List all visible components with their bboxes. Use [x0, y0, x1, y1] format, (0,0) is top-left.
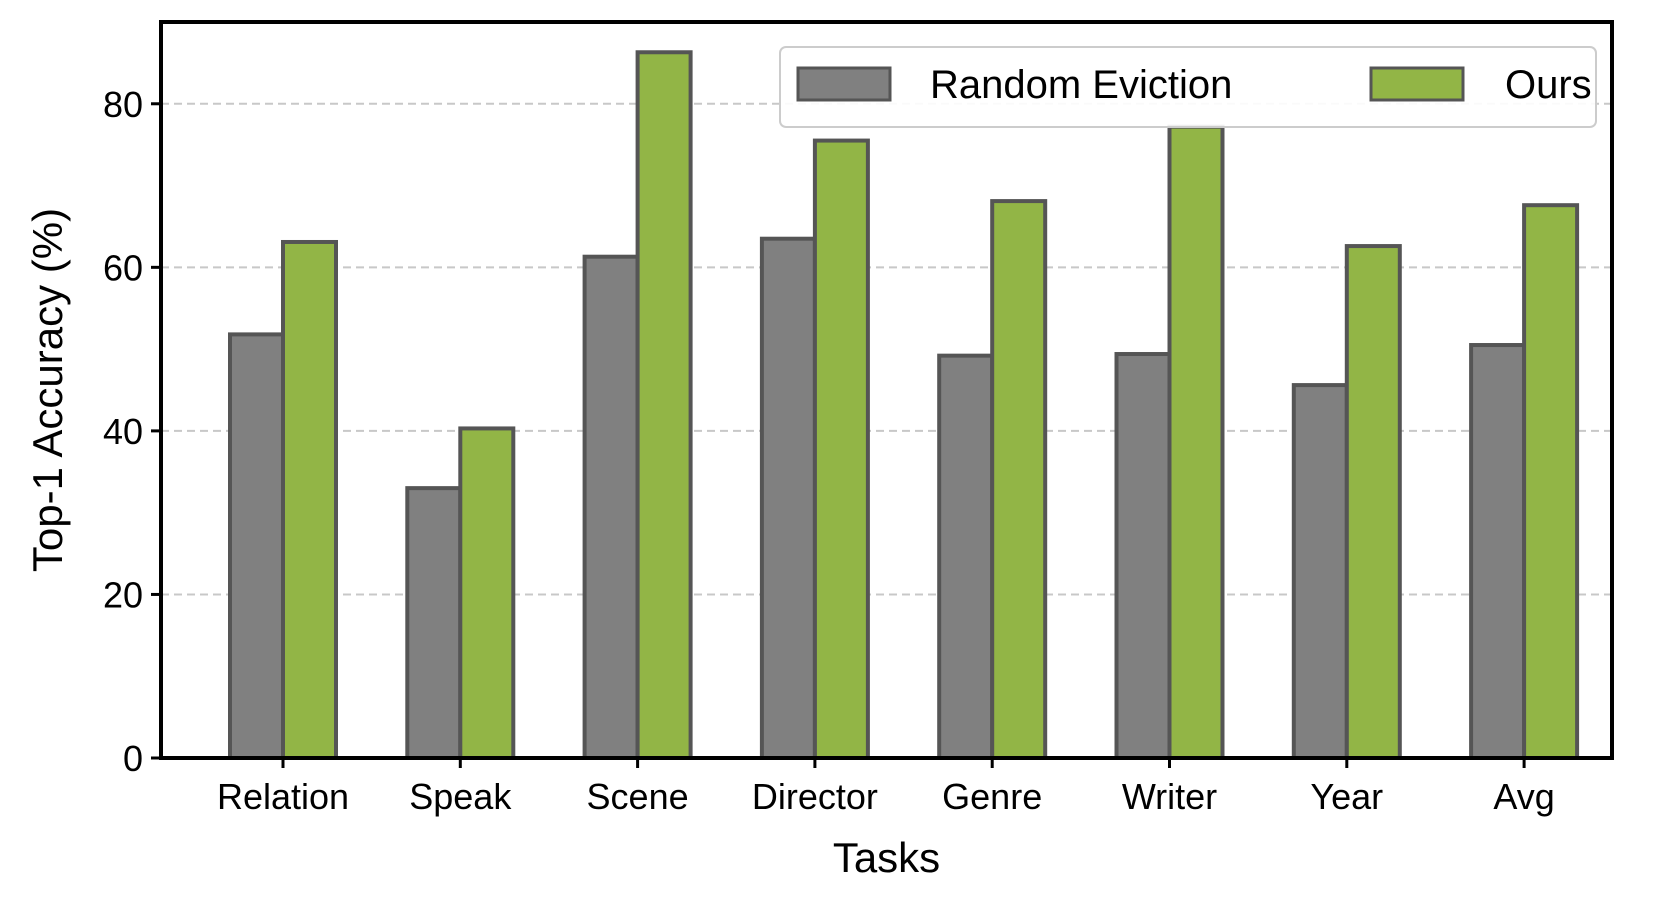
bars-layer — [228, 50, 1580, 761]
bar-random-eviction-genre — [937, 353, 995, 760]
y-axis-label: Top-1 Accuracy (%) — [24, 208, 71, 572]
y-tick-label-0: 0 — [123, 738, 143, 779]
bar-random-eviction-speak — [405, 486, 463, 760]
y-tick-label-60: 60 — [103, 247, 143, 288]
bar-random-eviction-writer — [1114, 352, 1172, 760]
y-tick-label-80: 80 — [103, 84, 143, 125]
x-axis-label: Tasks — [833, 834, 940, 881]
legend: Random Eviction Ours — [779, 46, 1597, 128]
x-tick-label-scene: Scene — [587, 776, 689, 817]
bar-random-eviction-year — [1291, 383, 1349, 760]
x-tick-label-avg: Avg — [1493, 776, 1554, 817]
bar-ours-director — [812, 138, 870, 761]
bar-random-eviction-avg — [1469, 343, 1527, 760]
legend-label-random-eviction: Random Eviction — [930, 63, 1232, 107]
legend-swatch-ours — [1369, 66, 1465, 102]
bar-ours-genre — [990, 199, 1048, 761]
x-tick-label-writer: Writer — [1122, 776, 1217, 817]
x-tick-label-relation: Relation — [217, 776, 349, 817]
bar-ours-speak — [458, 426, 516, 760]
y-tick-label-40: 40 — [103, 411, 143, 452]
bar-ours-scene — [635, 50, 693, 761]
ticks-layer: 0 20 40 60 80 Relation Speak Scene Director Genre… — [103, 84, 1555, 817]
bar-ours-relation — [281, 239, 338, 760]
bar-random-eviction-scene — [582, 254, 640, 760]
y-tick-label-20: 20 — [103, 574, 143, 615]
bar-ours-writer — [1167, 124, 1225, 761]
x-tick-label-speak: Speak — [409, 776, 512, 817]
x-tick-label-director: Director — [752, 776, 878, 817]
bar-random-eviction-director — [759, 236, 817, 760]
legend-label-ours: Ours — [1505, 63, 1592, 107]
x-tick-label-year: Year — [1310, 776, 1383, 817]
x-tick-label-genre: Genre — [942, 776, 1042, 817]
bar-random-eviction-relation — [228, 332, 285, 760]
bar-ours-year — [1344, 244, 1402, 760]
plot-frame — [159, 20, 1614, 760]
legend-swatch-random-eviction — [796, 66, 892, 102]
bar-ours-avg — [1522, 203, 1580, 760]
